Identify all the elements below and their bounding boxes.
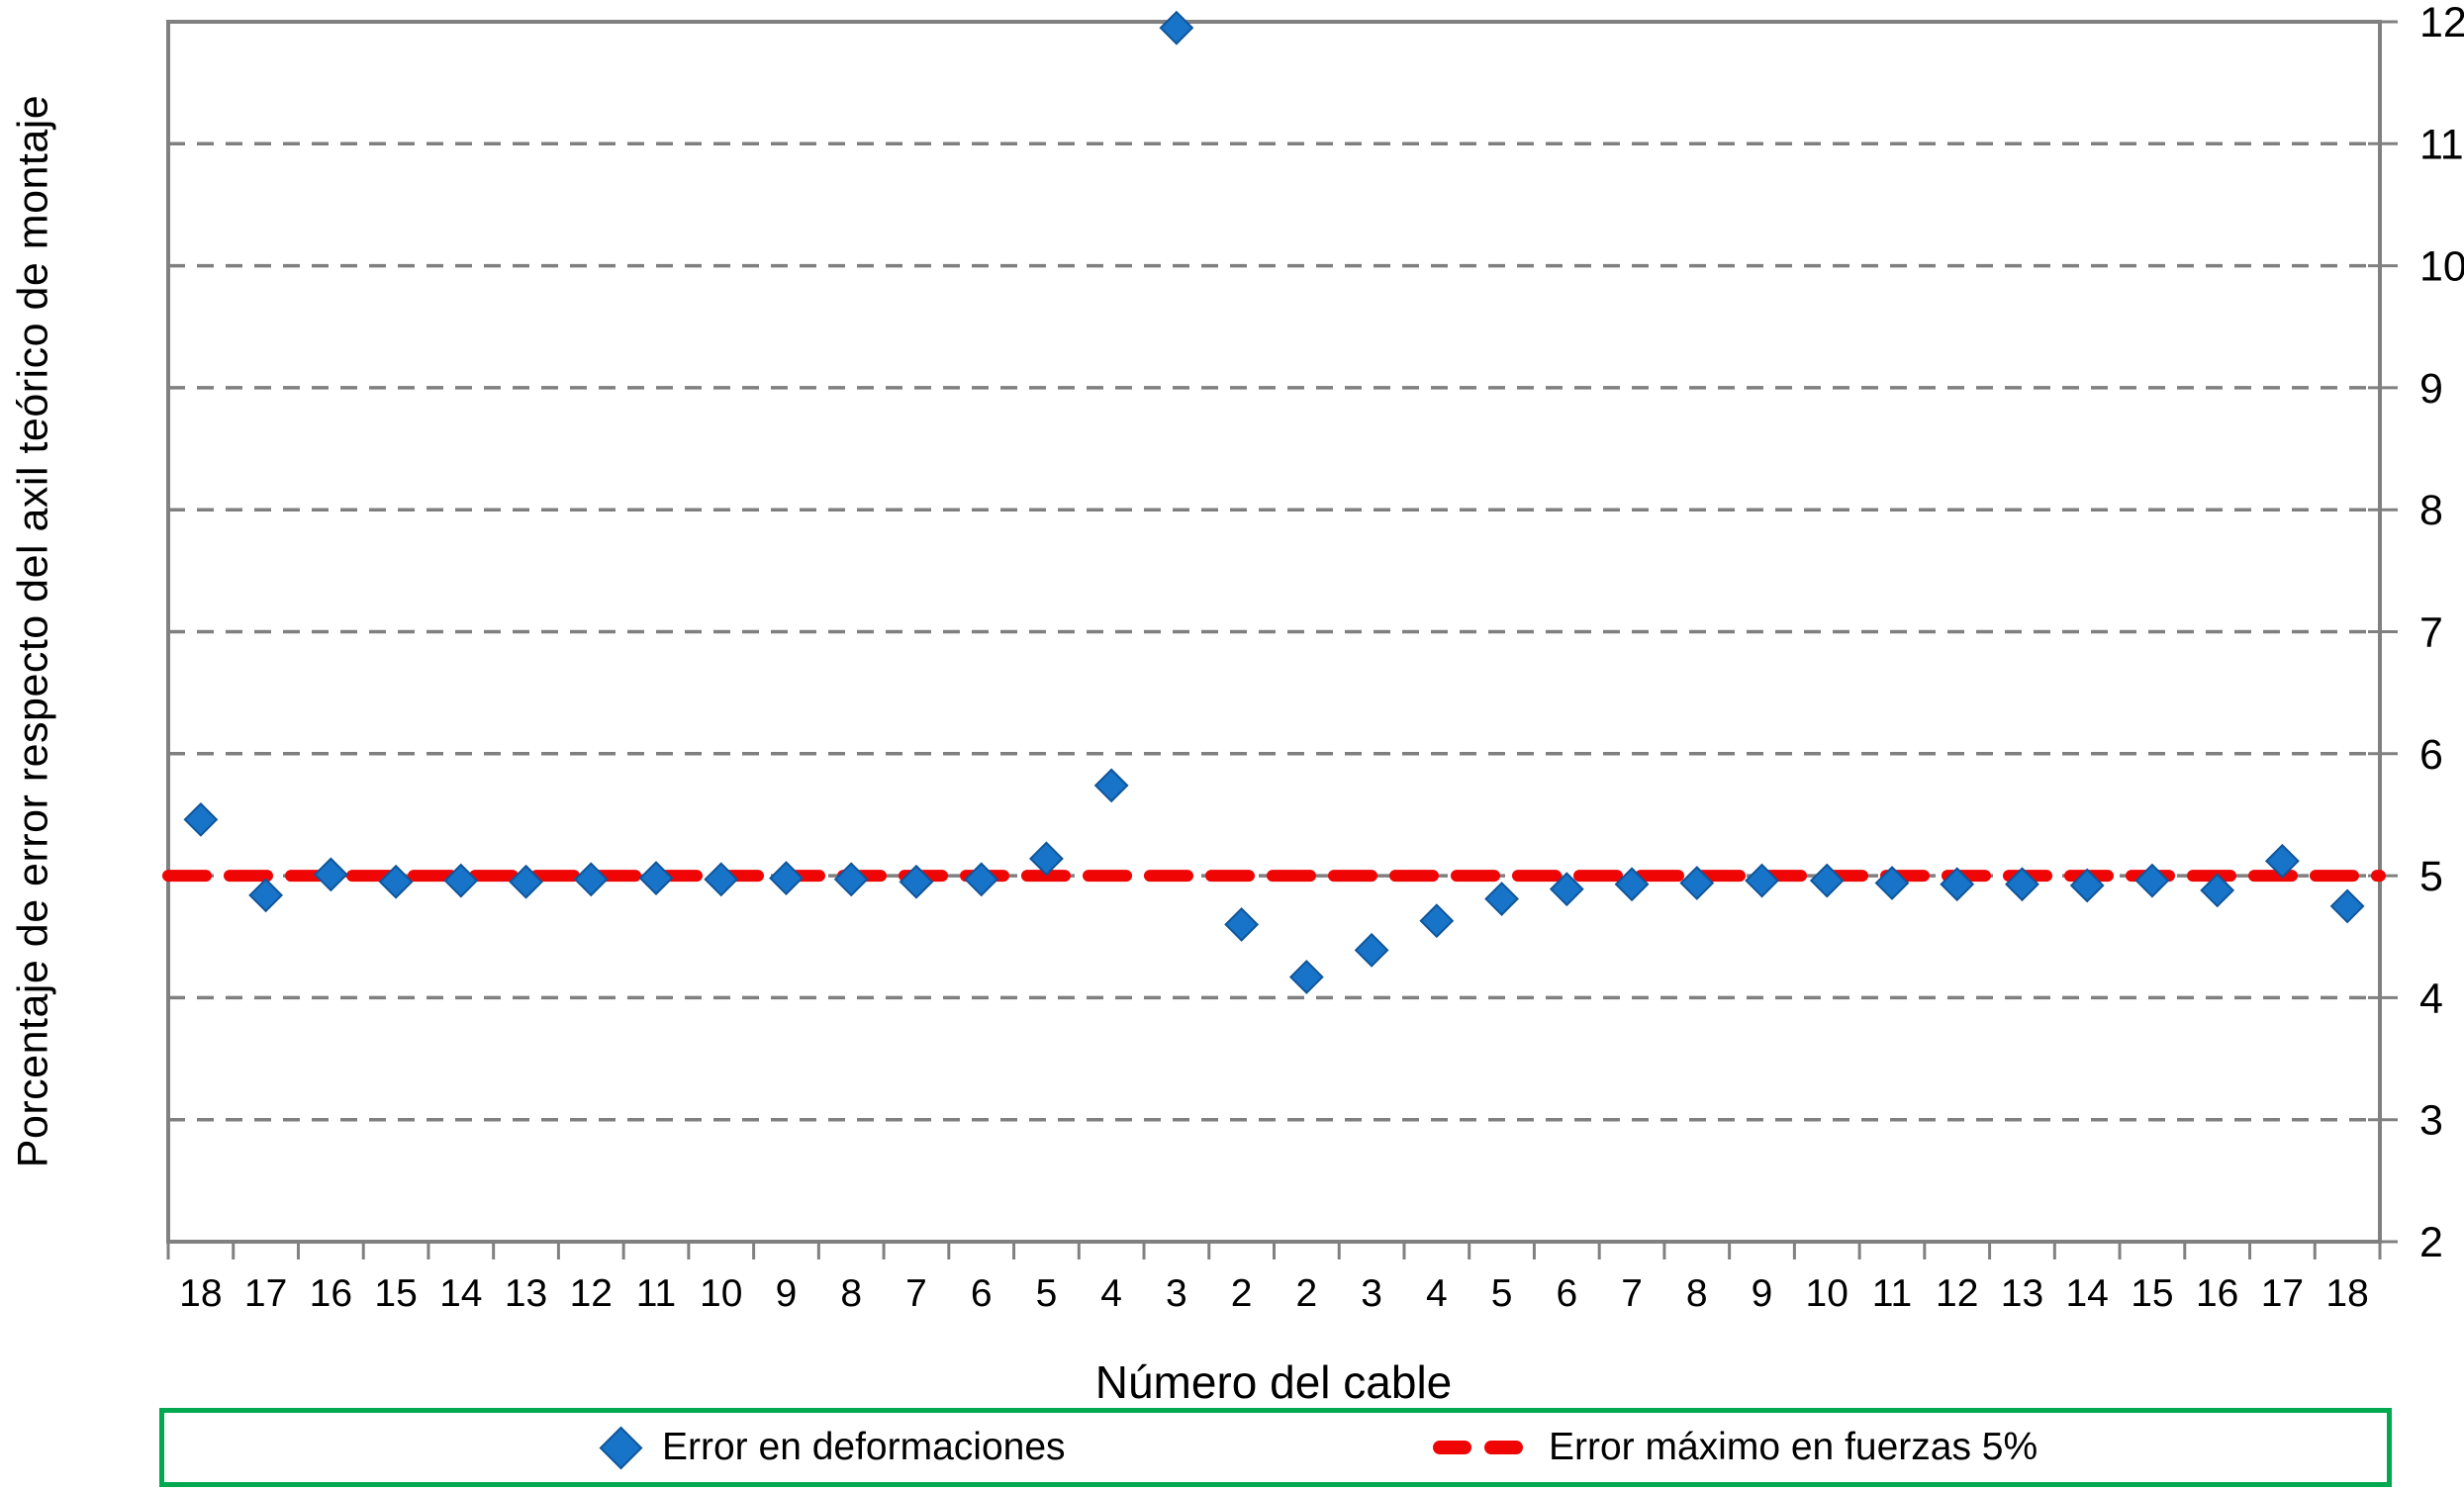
x-tick-label: 10 xyxy=(700,1272,742,1315)
data-point xyxy=(1224,907,1260,942)
data-point xyxy=(2200,873,2235,908)
x-tick-label: 7 xyxy=(905,1272,927,1315)
data-point xyxy=(1159,10,1194,46)
legend-label-error-maximo: Error máximo en fuerzas 5% xyxy=(1549,1426,2038,1468)
x-axis-title: Número del cable xyxy=(1094,1356,1453,1408)
x-tick-label: 11 xyxy=(636,1272,677,1315)
x-tick-label: 6 xyxy=(1556,1272,1577,1315)
x-tick-label: 4 xyxy=(1100,1272,1122,1315)
diamond-marker-icon xyxy=(599,1426,643,1469)
y-axis-title: Porcentaje de error respecto del axil te… xyxy=(9,94,57,1168)
data-point xyxy=(2069,868,2105,903)
data-point xyxy=(1549,872,1584,907)
dashed-line-icon xyxy=(1433,1441,1523,1454)
data-point xyxy=(704,862,739,897)
x-tick-label: 9 xyxy=(1752,1272,1773,1315)
y-tick-label: 6 xyxy=(2419,731,2443,779)
chart-legend: Error en deformaciones Error máximo en f… xyxy=(159,1408,2392,1487)
x-tick-label: 4 xyxy=(1426,1272,1448,1315)
x-tick-label: 11 xyxy=(1872,1272,1913,1315)
x-tick-label: 18 xyxy=(2325,1272,2368,1315)
data-point xyxy=(1354,932,1389,968)
x-tick-label: 2 xyxy=(1231,1272,1253,1315)
x-tick-label: 12 xyxy=(1936,1272,1978,1315)
legend-label-deformaciones: Error en deformaciones xyxy=(662,1426,1066,1468)
data-point xyxy=(1029,841,1064,877)
data-point xyxy=(769,861,804,895)
data-point xyxy=(833,862,869,897)
data-point xyxy=(1745,863,1779,898)
data-point xyxy=(378,864,414,899)
x-tick-label: 13 xyxy=(2001,1272,2043,1315)
y-tick-label: 12 xyxy=(2419,0,2464,47)
y-tick-label: 3 xyxy=(2419,1097,2443,1145)
data-point xyxy=(638,861,674,895)
data-point xyxy=(183,801,219,837)
y-tick-label: 9 xyxy=(2419,365,2443,413)
y-tick-label: 8 xyxy=(2419,487,2443,534)
data-point xyxy=(313,857,348,892)
x-tick-label: 6 xyxy=(971,1272,993,1315)
x-tick-label: 12 xyxy=(570,1272,613,1315)
x-tick-label: 5 xyxy=(1491,1272,1513,1315)
x-tick-label: 3 xyxy=(1361,1272,1382,1315)
y-tick-label: 5 xyxy=(2419,853,2443,900)
data-point xyxy=(2264,843,2300,879)
y-tick-label: 4 xyxy=(2419,975,2443,1022)
y-tick-label: 7 xyxy=(2419,609,2443,657)
y-tick-label: 2 xyxy=(2419,1219,2443,1266)
data-point xyxy=(964,862,999,897)
x-tick-label: 3 xyxy=(1166,1272,1187,1315)
data-point xyxy=(1874,866,1910,900)
x-tick-label: 10 xyxy=(1806,1272,1848,1315)
data-point xyxy=(248,878,284,913)
data-point xyxy=(573,862,609,897)
data-point xyxy=(2329,888,2365,924)
x-tick-label: 17 xyxy=(244,1272,287,1315)
x-tick-label: 14 xyxy=(439,1272,482,1315)
legend-item-deformaciones: Error en deformaciones xyxy=(599,1413,1066,1482)
x-tick-label: 9 xyxy=(776,1272,798,1315)
x-tick-label: 15 xyxy=(374,1272,417,1315)
x-tick-label: 15 xyxy=(2131,1272,2173,1315)
data-point xyxy=(1614,867,1650,902)
x-tick-label: 5 xyxy=(1036,1272,1058,1315)
data-point xyxy=(2134,863,2170,898)
data-point xyxy=(2005,867,2039,902)
x-tick-label: 13 xyxy=(505,1272,547,1315)
data-point xyxy=(1288,960,1324,994)
data-point xyxy=(899,864,934,899)
data-point xyxy=(1940,867,1975,902)
y-tick-label: 10 xyxy=(2419,243,2464,291)
data-point xyxy=(1809,863,1845,898)
x-tick-label: 14 xyxy=(2065,1272,2108,1315)
data-point xyxy=(1679,866,1715,900)
x-tick-label: 7 xyxy=(1621,1272,1643,1315)
x-tick-label: 16 xyxy=(310,1272,352,1315)
data-point xyxy=(1419,903,1455,939)
data-point xyxy=(1093,768,1129,803)
x-tick-label: 18 xyxy=(179,1272,222,1315)
data-point xyxy=(443,863,479,898)
data-point xyxy=(509,864,543,899)
x-tick-label: 16 xyxy=(2196,1272,2238,1315)
x-tick-label: 17 xyxy=(2261,1272,2304,1315)
x-tick-label: 8 xyxy=(840,1272,862,1315)
x-tick-label: 2 xyxy=(1296,1272,1318,1315)
data-point xyxy=(1484,882,1519,916)
y-tick-label: 11 xyxy=(2419,121,2464,168)
x-tick-label: 8 xyxy=(1686,1272,1708,1315)
legend-item-error-maximo: Error máximo en fuerzas 5% xyxy=(1433,1413,2038,1482)
